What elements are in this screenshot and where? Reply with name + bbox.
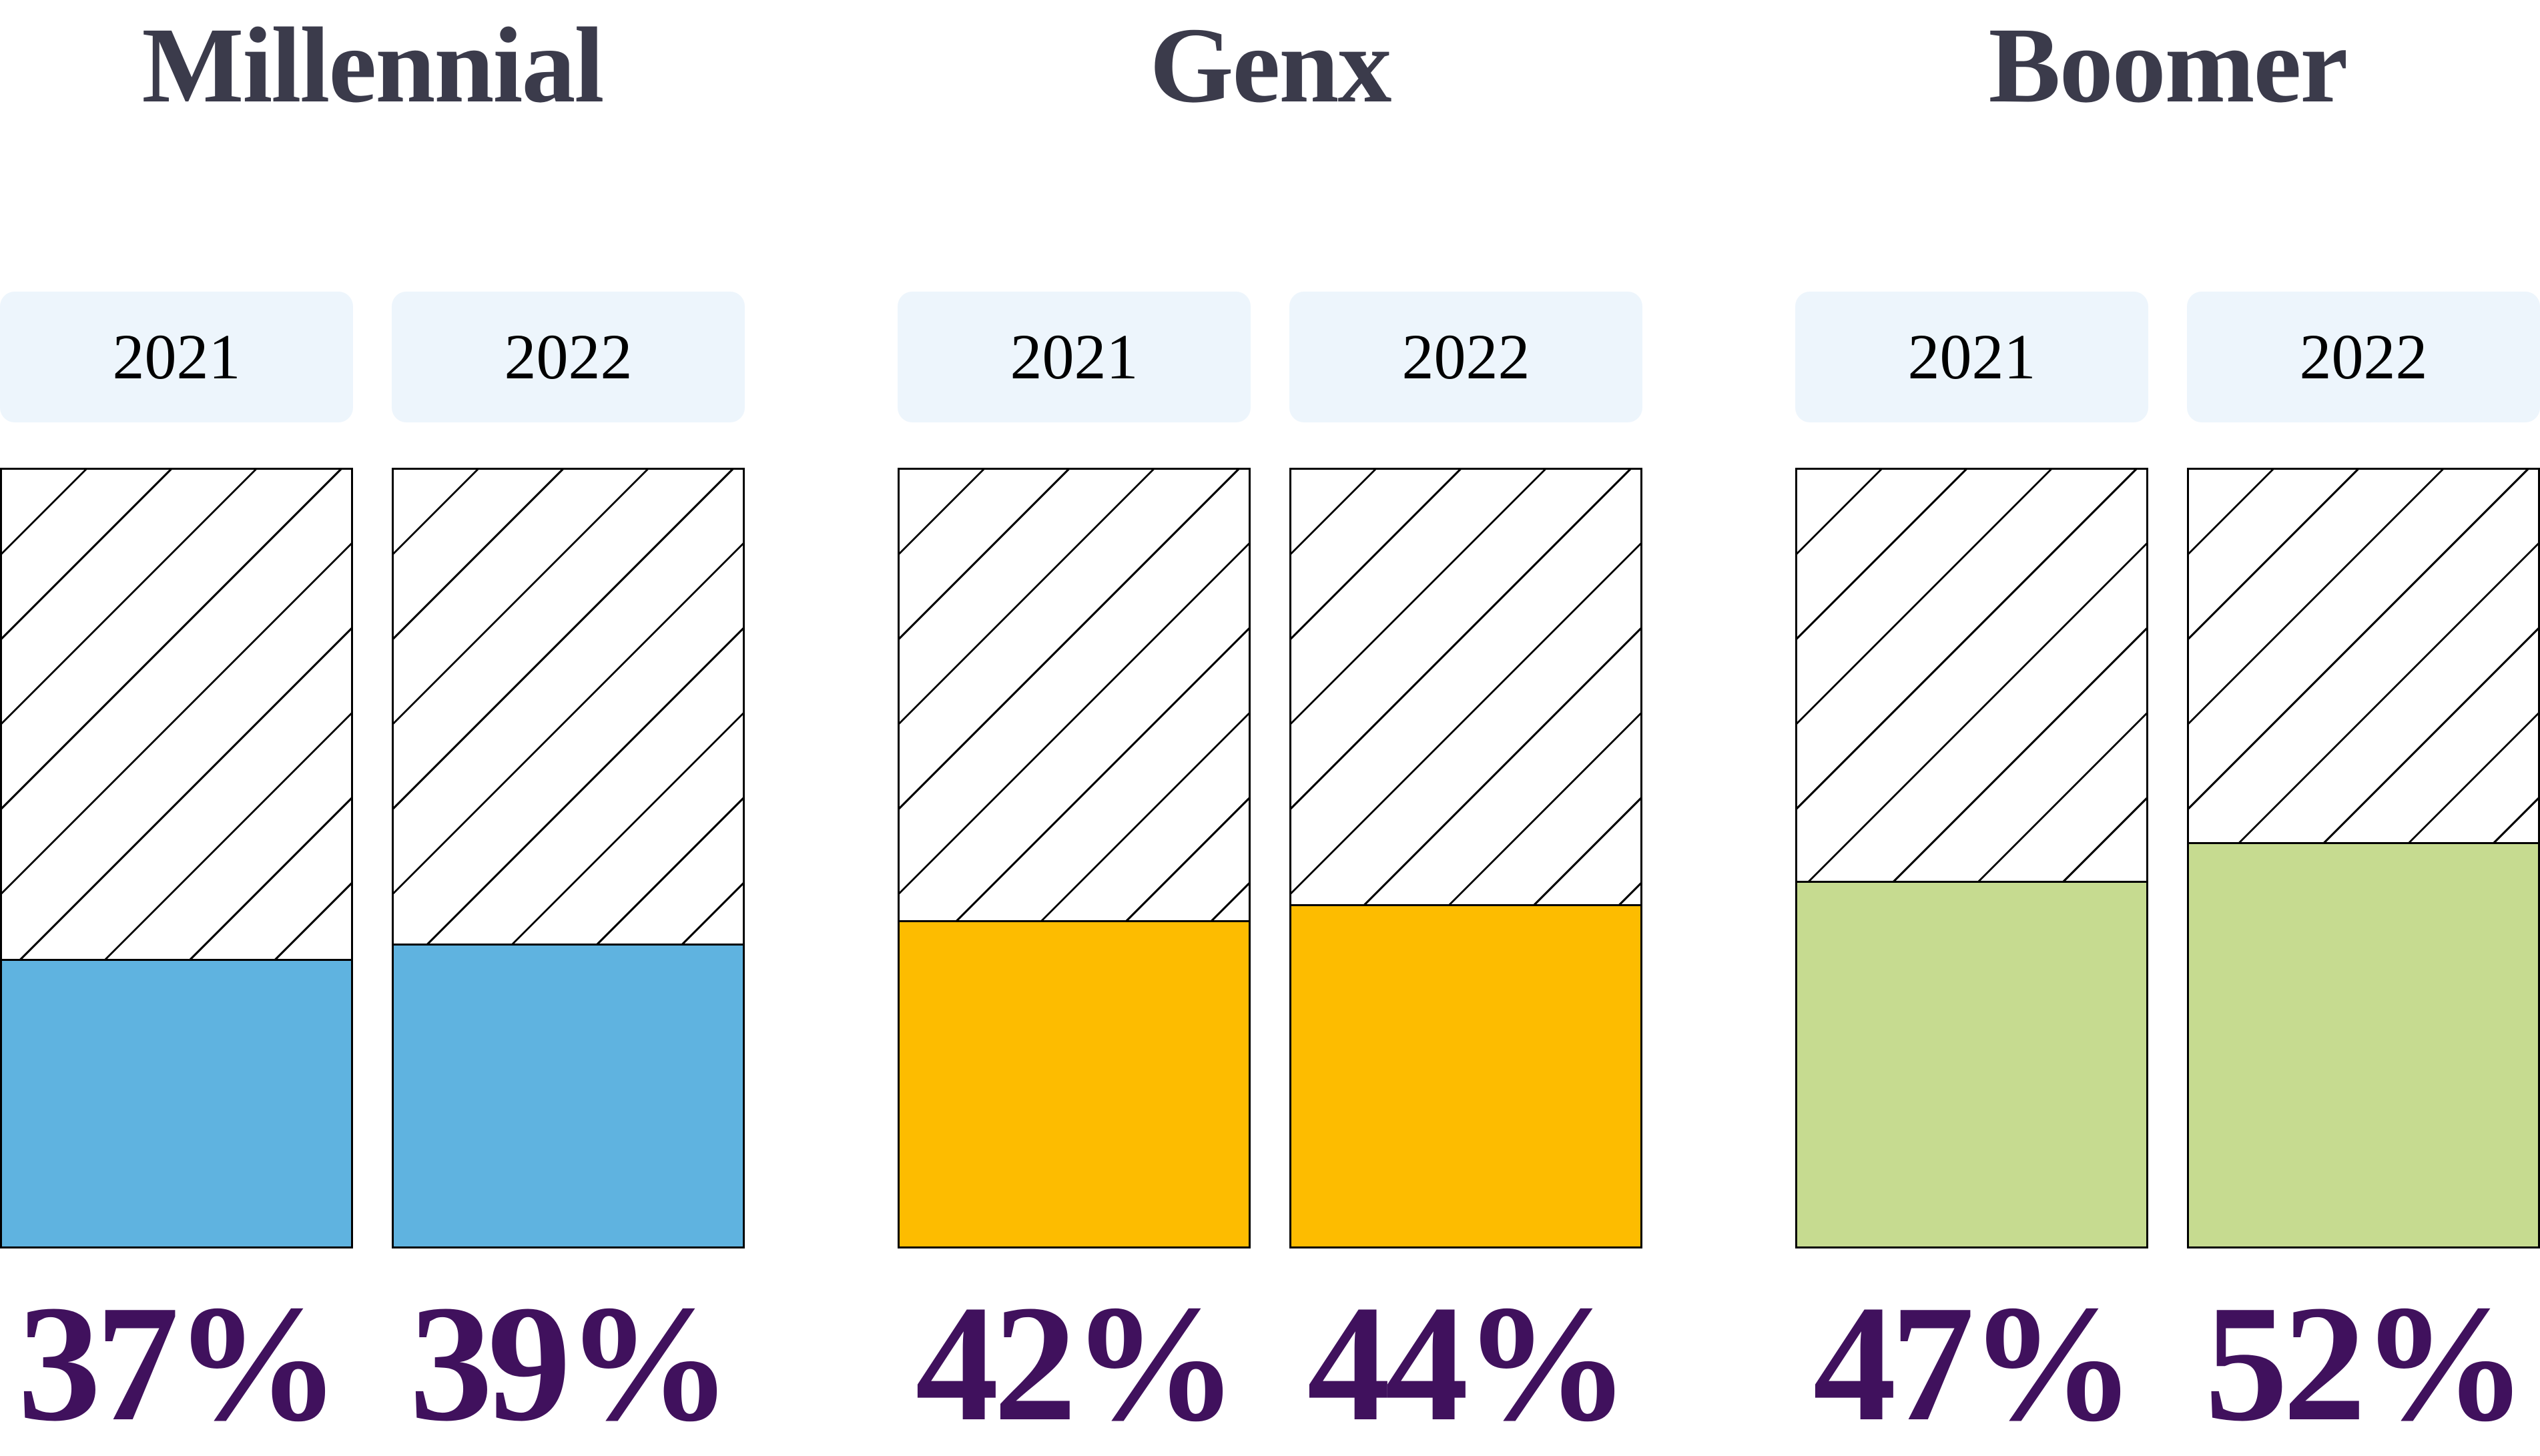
group-boomer: Boomer 2021 47% 2022 52%: [1795, 0, 2540, 1447]
year-chip: 2021: [1795, 291, 2148, 422]
group-title: Boomer: [1988, 6, 2348, 125]
group-title: Genx: [1149, 6, 1391, 125]
value-label: 37%: [17, 1270, 341, 1456]
bar-track-hatched: [0, 467, 353, 1248]
bar-track-hatched: [1289, 467, 1642, 1248]
bar-column-boomer-2022: 2022 52%: [2187, 291, 2540, 1456]
bar-column-genx-2021: 2021 42%: [898, 291, 1251, 1456]
value-label: 42%: [915, 1270, 1239, 1456]
group-title: Millennial: [141, 6, 604, 125]
bar-fill: [900, 920, 1249, 1246]
bar-track-hatched: [2187, 467, 2540, 1248]
bar-column-genx-2022: 2022 44%: [1289, 291, 1642, 1456]
bar-fill: [2189, 842, 2538, 1246]
year-chip: 2021: [0, 291, 353, 422]
year-chip: 2021: [898, 291, 1251, 422]
value-label: 39%: [409, 1270, 733, 1456]
bar-fill: [1797, 881, 2146, 1246]
value-label: 52%: [2204, 1270, 2528, 1456]
group-bars-row: 2021 37% 2022 39%: [0, 291, 745, 1456]
group-millennial: Millennial 2021 37% 2022 39%: [0, 0, 745, 1447]
group-bars-row: 2021 47% 2022 52%: [1795, 291, 2540, 1456]
bar-column-millennial-2021: 2021 37%: [0, 291, 353, 1456]
year-chip: 2022: [392, 291, 745, 422]
bar-track-hatched: [1795, 467, 2148, 1248]
group-genx: Genx 2021 42% 2022 44%: [898, 0, 1642, 1447]
bar-fill: [1291, 904, 1640, 1246]
value-label: 47%: [1813, 1270, 2136, 1456]
bar-track-hatched: [392, 467, 745, 1248]
value-label: 44%: [1307, 1270, 1630, 1456]
year-chip: 2022: [1289, 291, 1642, 422]
bar-column-boomer-2021: 2021 47%: [1795, 291, 2148, 1456]
bar-fill: [2, 958, 351, 1246]
year-chip: 2022: [2187, 291, 2540, 422]
bar-column-millennial-2022: 2022 39%: [392, 291, 745, 1456]
bar-fill: [394, 943, 743, 1246]
group-bars-row: 2021 42% 2022 44%: [898, 291, 1642, 1456]
bar-track-hatched: [898, 467, 1251, 1248]
